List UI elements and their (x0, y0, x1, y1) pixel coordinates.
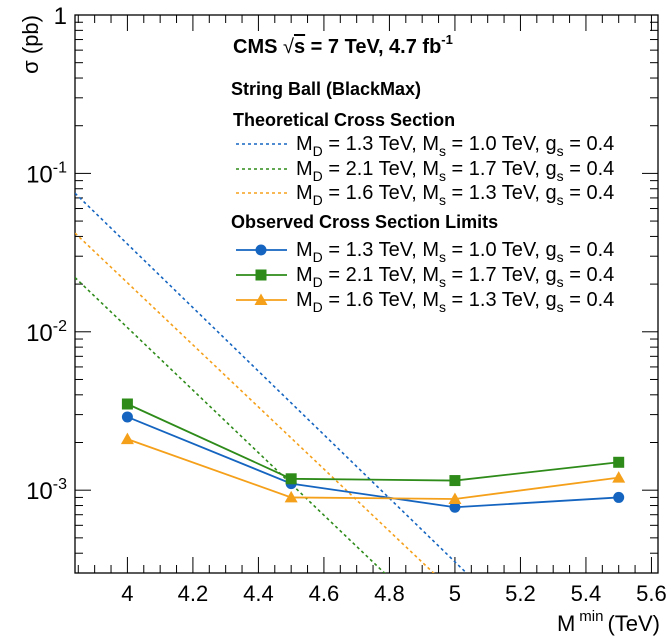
data-point-circle (449, 501, 461, 513)
legend-model-title: String Ball (BlackMax) (231, 79, 421, 99)
legend-observed-entry: MD = 1.3 TeV, Ms = 1.0 TeV, gs = 0.4 (296, 239, 614, 265)
series-layer (75, 192, 626, 573)
data-point-circle (255, 244, 267, 256)
y-tick-label: 10-2 (26, 318, 67, 347)
y-axis-label: σ (pb) (18, 15, 43, 74)
data-point-square (449, 475, 461, 487)
legend-theory-entry: MD = 1.3 TeV, Ms = 1.0 TeV, gs = 0.4 (296, 133, 614, 159)
x-tick-label: 4.6 (309, 581, 340, 606)
theory-curve (75, 276, 386, 573)
legend: CMS √s = 7 TeV, 4.7 fb-1 String Ball (Bla… (231, 32, 614, 315)
legend-header: CMS √s = 7 TeV, 4.7 fb-1 (233, 32, 453, 58)
data-point-triangle (284, 490, 298, 503)
observed-curve (127, 416, 619, 509)
data-point-square (255, 269, 267, 281)
data-point-circle (613, 491, 625, 503)
x-tick-label: 4.4 (243, 581, 274, 606)
x-tick-label: 5.2 (505, 581, 536, 606)
x-tick-label: 4.2 (178, 581, 209, 606)
y-tick-label: 1 (54, 3, 67, 30)
legend-theory-title: Theoretical Cross Section (233, 110, 455, 130)
axis-ticks: 4 4.2 4.4 4.6 4.8 5 5.2 5.4 5.6 1 10-1 10-2 10-3 (26, 3, 667, 606)
data-point-square (285, 473, 297, 485)
legend-observed-entry: MD = 2.1 TeV, Ms = 1.7 TeV, gs = 0.4 (296, 264, 614, 290)
observed-curve (127, 438, 619, 500)
x-tick-label: 4.8 (374, 581, 405, 606)
y-tick-label: 10-3 (26, 476, 67, 505)
data-point-square (121, 398, 133, 410)
plot-frame (74, 14, 659, 574)
data-point-triangle (120, 432, 134, 445)
legend-theory-entry: MD = 2.1 TeV, Ms = 1.7 TeV, gs = 0.4 (296, 158, 614, 184)
legend-observed-title: Observed Cross Section Limits (231, 212, 498, 232)
legend-theory-entry: MD = 1.6 TeV, Ms = 1.3 TeV, gs = 0.4 (296, 182, 614, 208)
data-point-square (613, 456, 625, 468)
x-tick-label: 5 (449, 581, 461, 606)
data-point-triangle (254, 293, 268, 305)
legend-observed-entry: MD = 1.6 TeV, Ms = 1.3 TeV, gs = 0.4 (296, 289, 614, 315)
x-tick-label: 5.6 (636, 581, 667, 606)
theory-curve (75, 192, 468, 573)
data-point-triangle (612, 471, 626, 483)
y-tick-label: 10-1 (26, 159, 67, 188)
x-tick-label: 4 (121, 581, 133, 606)
data-point-triangle (448, 492, 462, 504)
data-point-circle (121, 411, 133, 423)
observed-curve (127, 403, 619, 482)
x-tick-label: 5.4 (571, 581, 602, 606)
